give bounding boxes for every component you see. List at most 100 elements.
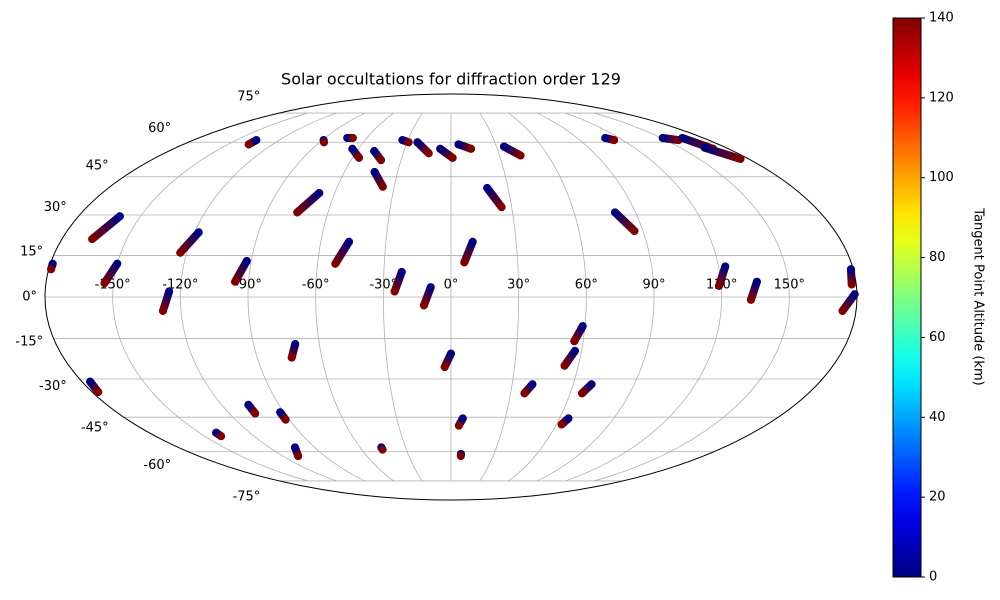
track-point [715,281,724,290]
colorbar-tick-label: 80 [929,250,946,265]
track-point [497,203,506,212]
occultation-track [846,265,856,289]
track-point [630,226,639,235]
track-point [570,337,579,346]
occultation-track [244,400,260,418]
track-point [454,421,463,430]
y-tick-label: 0° [22,290,37,305]
occultation-track [343,133,357,142]
occultation-track [377,443,387,454]
colorbar-tick-label: 120 [929,90,954,105]
track-point [94,388,103,397]
occultation-track [370,167,387,191]
occultation-track [700,143,745,163]
track-point [252,136,261,145]
track-point [293,208,302,217]
occultation-track [398,136,413,147]
track-point [320,138,329,147]
track-line [176,228,203,257]
track-point [560,361,569,370]
track-point [460,258,469,267]
track-point [611,208,620,217]
occultation-track [212,428,226,441]
x-tick-label: 30° [507,278,530,293]
y-tick-label: 15° [20,244,43,259]
track-point [700,143,709,152]
occultation-track [611,208,639,235]
track-point [244,140,253,149]
track-point [86,377,95,386]
occultation-track [838,290,859,315]
occultation-track [520,380,537,398]
occultation-track [578,380,596,398]
track-point [578,322,587,331]
track-line [700,143,745,163]
occultation-track [293,189,324,217]
occultation-track [557,414,573,429]
track-line [611,208,639,235]
occultation-track [456,449,466,461]
x-tick-label: 150° [774,278,805,293]
track-point [847,280,856,289]
occultation-track [276,408,290,424]
track-point [113,259,122,268]
colorbar-tick-label: 140 [929,11,954,26]
y-tick-label: 60° [148,121,171,136]
track-point [244,400,253,409]
occultation-track [88,212,124,244]
colorbar-label: Tangent Point Altitude (km) [971,207,986,385]
chart-title: Solar occultations for diffraction order… [281,70,621,89]
track-point [483,183,492,192]
track-point [287,353,296,362]
track-point [276,408,285,417]
track-point [355,153,364,162]
track-point [846,265,855,274]
track-point [348,144,357,153]
track-point [578,389,587,398]
occultation-track [331,237,353,268]
occultation-track [454,414,467,430]
track-point [251,409,260,418]
track-point [850,290,859,299]
occultation-track [715,262,730,290]
occultation-track [454,140,476,153]
track-point [397,267,406,276]
track-point [404,138,413,147]
occultation-track [290,443,303,461]
track-point [752,277,761,286]
track-point [516,151,525,160]
track-point [176,248,185,257]
track-point [115,212,124,221]
track-point [736,154,745,163]
occultation-track [244,136,261,149]
track-point [370,147,379,156]
x-tick-label: -30° [369,278,397,293]
colorbar-tick-label: 40 [929,410,946,425]
occultation-track [86,377,103,397]
track-point [746,295,755,304]
track-point [378,445,387,454]
x-tick-label: 90° [642,278,665,293]
track-point [721,262,730,271]
x-tick-label: 60° [575,278,598,293]
y-tick-label: 30° [44,200,67,215]
track-point [378,182,387,191]
occultation-track [158,287,174,315]
track-line [293,189,324,217]
track-point [344,237,353,246]
track-point [838,306,847,315]
track-point [343,133,352,142]
track-point [500,142,509,151]
track-point [658,133,667,142]
track-point [165,287,174,296]
track-point [281,415,290,424]
y-tick-label: 45° [86,159,109,174]
track-point [528,380,537,389]
track-point [331,259,340,268]
track-point [348,133,357,142]
occultation-track [746,277,761,304]
track-point [315,189,324,198]
track-line [88,212,124,244]
x-tick-label: -150° [95,278,131,293]
